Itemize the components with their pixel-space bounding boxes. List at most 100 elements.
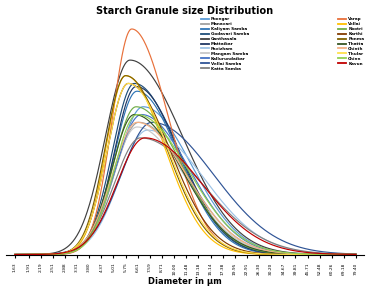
Varap [285, 253, 290, 256]
Nootri [279, 252, 283, 255]
Line: Kaliyam Samba: Kaliyam Samba [15, 91, 356, 255]
Kallurundaikar [139, 113, 144, 116]
Vellai Samba [13, 253, 17, 256]
Thatta [13, 253, 17, 256]
Kavun [151, 137, 155, 141]
Chinn [163, 133, 168, 137]
Chinth [247, 243, 252, 247]
Mangam Samba [279, 251, 283, 255]
Poongar [163, 120, 168, 124]
Thular [247, 251, 252, 254]
Thular [285, 253, 290, 256]
Varap [13, 253, 17, 256]
Poongar [247, 240, 252, 243]
Manavari [279, 251, 283, 255]
Mattaikar [354, 253, 358, 256]
Manavari [47, 253, 52, 256]
Kavun [13, 253, 17, 256]
Varap [151, 62, 155, 66]
Kaliyam Samba [285, 253, 290, 256]
Karthi [163, 137, 168, 140]
Manavari [137, 121, 141, 124]
Nootri [13, 253, 17, 256]
Kaliyam Samba [151, 101, 155, 105]
Thatta [132, 113, 137, 116]
Karthi [279, 253, 283, 256]
Pavizham [13, 253, 17, 256]
Ganthasala [247, 238, 252, 241]
Chinth [47, 253, 52, 256]
Kaliyam Samba [13, 253, 17, 256]
Chinn [354, 253, 358, 256]
Thular [126, 82, 131, 85]
Line: Vellai: Vellai [15, 76, 356, 255]
Thatta [354, 253, 358, 256]
Line: Manavari: Manavari [15, 122, 356, 255]
Line: Varap: Varap [15, 29, 356, 255]
Legend: Varap, Vellai, Nootri, Karthi, Ponma, Thatta, Chinth, Thular, Chinn, Kavun: Varap, Vellai, Nootri, Karthi, Ponma, Th… [338, 18, 364, 66]
Godavari Samba [285, 252, 290, 256]
Varap [354, 253, 358, 256]
Line: Vellai Samba: Vellai Samba [15, 122, 356, 255]
Pavizham [247, 227, 252, 231]
Nootri [134, 105, 138, 109]
Ponma [247, 251, 252, 255]
Chinth [151, 128, 155, 131]
Chinn [13, 253, 17, 256]
Pavizham [151, 129, 155, 133]
Ganthasala [47, 252, 52, 255]
Godavari Samba [151, 97, 155, 100]
Poongar [279, 250, 283, 254]
Mangam Samba [163, 145, 168, 149]
Kaliyam Samba [354, 253, 358, 256]
Kallurundaikar [279, 251, 283, 254]
Chinn [285, 251, 290, 255]
Mattaikar [13, 253, 17, 256]
Karthi [126, 82, 131, 85]
Thatta [247, 245, 252, 249]
Thular [13, 253, 17, 256]
Mattaikar [134, 85, 138, 88]
Karthi [13, 253, 17, 256]
Katta Samba [247, 229, 252, 232]
Thatta [151, 123, 155, 127]
Vellai [354, 253, 358, 256]
Kallurundaikar [47, 253, 52, 256]
Vellai Samba [163, 124, 168, 127]
Ganthasala [13, 253, 17, 256]
Karthi [354, 253, 358, 256]
Nootri [247, 246, 252, 249]
Ponma [47, 253, 52, 256]
Vellai [285, 253, 290, 256]
Thular [47, 253, 52, 256]
Varap [130, 27, 134, 31]
Poongar [354, 253, 358, 256]
Godavari Samba [47, 253, 52, 256]
Godavari Samba [163, 120, 168, 123]
Chinn [247, 241, 252, 244]
Mangam Samba [13, 253, 17, 256]
Pavizham [145, 128, 150, 132]
Vellai [13, 253, 17, 256]
Mattaikar [151, 97, 155, 100]
Chinth [354, 253, 358, 256]
Vellai Samba [279, 238, 283, 242]
Kavun [285, 248, 290, 251]
Mangam Samba [151, 132, 155, 136]
Vellai Samba [151, 121, 155, 124]
Katta Samba [354, 253, 358, 256]
Poongar [285, 251, 290, 255]
Karthi [47, 253, 52, 256]
Mangam Samba [47, 253, 52, 256]
Pavizham [163, 134, 168, 138]
Line: Pavizham: Pavizham [15, 130, 356, 255]
Katta Samba [138, 136, 143, 140]
Kallurundaikar [151, 117, 155, 120]
Vellai Samba [150, 121, 154, 124]
Ponma [163, 143, 168, 146]
Line: Thular: Thular [15, 84, 356, 255]
Kavun [47, 252, 52, 256]
Poongar [47, 253, 52, 256]
Vellai [151, 114, 155, 118]
Ganthasala [128, 58, 132, 62]
